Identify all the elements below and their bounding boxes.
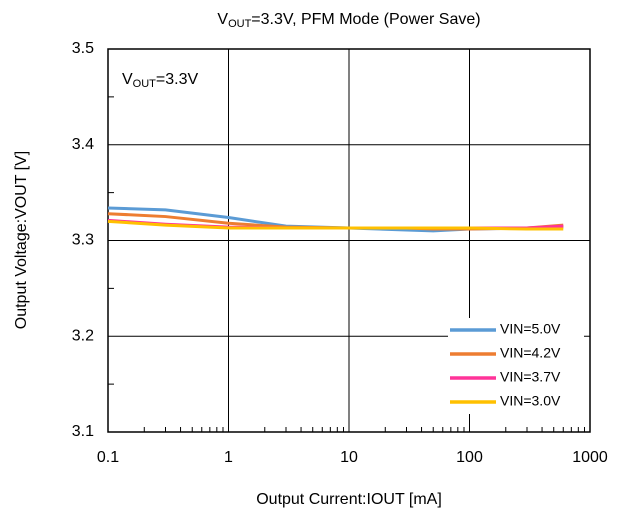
x-tick-label: 100 xyxy=(456,449,483,466)
legend-label: VIN=4.2V xyxy=(500,345,561,361)
x-tick-label: 1 xyxy=(224,449,233,466)
y-tick-label: 3.4 xyxy=(72,136,94,153)
y-tick-label: 3.1 xyxy=(72,423,94,440)
x-tick-label: 1000 xyxy=(572,449,608,466)
legend-label: VIN=5.0V xyxy=(500,321,561,337)
y-tick-label: 3.5 xyxy=(72,40,94,57)
chart-title: VOUT=3.3V, PFM Mode (Power Save) xyxy=(217,11,480,30)
legend-label: VIN=3.7V xyxy=(500,369,561,385)
x-tick-label: 0.1 xyxy=(97,449,119,466)
legend-box xyxy=(448,318,584,414)
y-tick-label: 3.3 xyxy=(72,232,94,249)
plot-frame xyxy=(107,48,591,433)
series-line xyxy=(107,219,564,231)
legend-label: VIN=3.0V xyxy=(500,393,561,409)
x-tick-label: 10 xyxy=(340,449,358,466)
annotation: VOUT=3.3V xyxy=(122,71,198,90)
y-axis-label: Output Voltage:VOUT [V] xyxy=(13,151,30,329)
x-axis-label: Output Current:IOUT [mA] xyxy=(256,491,442,508)
y-tick-label: 3.2 xyxy=(72,327,94,344)
